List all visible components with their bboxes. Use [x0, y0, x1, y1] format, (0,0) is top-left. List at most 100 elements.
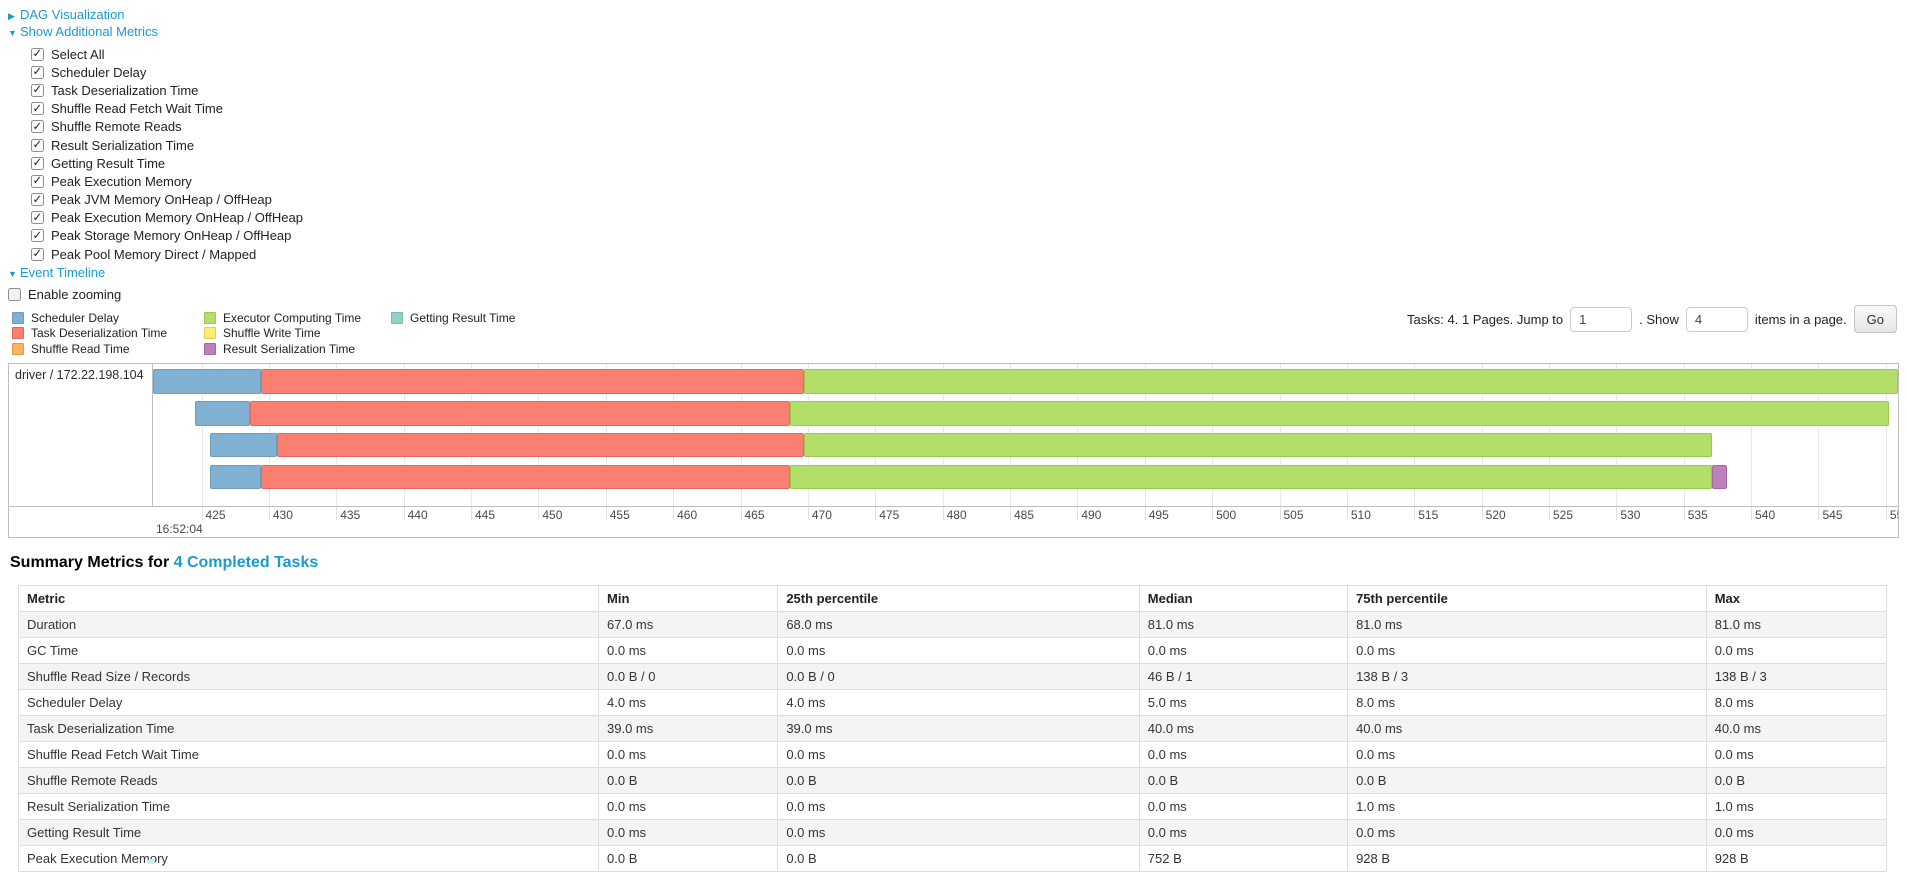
timeline-segment-scheduler_delay[interactable]: [209, 432, 277, 458]
axis-tick-label: 505: [1283, 508, 1304, 523]
legend-label: Result Serialization Time: [223, 341, 356, 356]
timeline-segment-executor_computing[interactable]: [790, 464, 1713, 490]
summary-metrics-table: Metric Min 25th percentile Median 75th perce…: [17, 585, 1888, 872]
timeline-segment-task_deserialization[interactable]: [260, 369, 804, 394]
metric-value-cell: 0.0 B / 0: [598, 663, 779, 691]
axis-tick-mark: [403, 507, 405, 521]
metric-value-cell: 46 B / 1: [1138, 663, 1349, 691]
axis-tick-mark: [605, 507, 607, 521]
metric-value-cell: 0.0 ms: [1347, 819, 1707, 847]
metric-value-cell: 39.0 ms: [777, 715, 1140, 743]
table-header-cell: Max: [1705, 585, 1888, 613]
timeline-segment-result_serialization[interactable]: [1712, 464, 1727, 490]
legend-swatch-scheduler_delay: [12, 311, 24, 324]
metric-value-cell: 40.0 ms: [1347, 715, 1707, 743]
metric-name-cell: Shuffle Read Fetch Wait Time: [17, 741, 600, 769]
timeline-segment-executor_computing[interactable]: [790, 401, 1889, 426]
axis-time-label: 16:52:04: [156, 522, 203, 537]
axis-tick-label: 440: [407, 508, 428, 523]
metric-name-cell: Shuffle Remote Reads: [17, 767, 600, 795]
metric-checkbox[interactable]: [31, 173, 44, 188]
table-header-row: Metric Min 25th percentile Median 75th perce…: [17, 585, 1888, 613]
timeline-segment-executor_computing[interactable]: [803, 432, 1713, 458]
metric-value-cell: 0.0 B: [777, 845, 1140, 872]
axis-tick-mark: [1481, 507, 1483, 521]
metric-checkbox[interactable]: [31, 228, 44, 243]
enable-zooming-checkbox[interactable]: [8, 287, 21, 301]
axis-tick-label: 465: [744, 508, 765, 523]
axis-tick-label: 445: [475, 508, 496, 523]
metric-checkbox[interactable]: [31, 119, 44, 134]
axis-tick-label: 435: [340, 508, 361, 523]
metric-checkbox-label: Peak Pool Memory Direct / Mapped: [51, 246, 257, 262]
metric-checkbox[interactable]: [31, 137, 44, 152]
legend-swatch-shuffle_read: [12, 342, 24, 355]
axis-tick-mark: [1885, 507, 1887, 521]
metric-checkbox-item: Scheduler Delay: [31, 63, 1907, 81]
metric-value-cell: 0.0 ms: [1138, 741, 1349, 769]
metric-checkbox[interactable]: [31, 246, 44, 261]
show-additional-metrics-toggle[interactable]: ▼ Show Additional Metrics: [8, 24, 1907, 41]
legend-column: Getting Result Time: [391, 310, 515, 356]
legend-item: Shuffle Read Time: [12, 341, 204, 356]
axis-tick-label: 535: [1687, 508, 1708, 523]
executor-group-label: driver / 172.22.198.104: [9, 364, 153, 507]
completed-tasks-link[interactable]: 4 Completed Tasks: [173, 554, 319, 572]
metric-value-cell: 4.0 ms: [598, 689, 779, 717]
metric-checkbox-item: Getting Result Time: [31, 154, 1907, 172]
axis-tick-label: 530: [1620, 508, 1641, 523]
metric-value-cell: 0.0 ms: [598, 741, 779, 769]
metric-value-cell: 0.0 B / 0: [777, 663, 1140, 691]
axis-tick-mark: [201, 507, 203, 521]
event-timeline-toggle[interactable]: ▼ Event Timeline: [8, 265, 1907, 282]
axis-tick-mark: [1414, 507, 1416, 521]
timeline-segment-executor_computing[interactable]: [803, 369, 1898, 394]
go-button[interactable]: Go: [1853, 305, 1897, 334]
axis-tick-label: 510: [1350, 508, 1371, 523]
timeline-segment-scheduler_delay[interactable]: [153, 369, 261, 394]
metric-checkbox-label: Peak JVM Memory OnHeap / OffHeap: [51, 192, 272, 208]
timeline-gridline: [1751, 364, 1753, 507]
timeline-segment-task_deserialization[interactable]: [260, 464, 791, 490]
timeline-segment-scheduler_delay[interactable]: [209, 464, 261, 490]
metric-name-cell: Result Serialization Time: [17, 793, 600, 821]
metric-value-cell: 0.0 ms: [777, 819, 1140, 847]
enable-zooming-label: Enable zooming: [28, 286, 122, 302]
metric-value-cell: 928 B: [1347, 845, 1707, 872]
metric-checkbox[interactable]: [31, 210, 44, 225]
metric-value-cell: 0.0 ms: [1347, 637, 1707, 665]
axis-tick-mark: [538, 507, 540, 521]
metric-checkbox-label: Shuffle Remote Reads: [51, 119, 182, 135]
metric-value-cell: 0.0 ms: [1138, 819, 1349, 847]
metric-checkbox[interactable]: [31, 192, 44, 207]
metric-checkbox[interactable]: [31, 64, 44, 79]
metric-value-cell: 81.0 ms: [1347, 611, 1707, 639]
metric-checkbox-item: Shuffle Remote Reads: [31, 118, 1907, 136]
axis-tick-mark: [1683, 507, 1685, 521]
metric-value-cell: 0.0 B: [1347, 767, 1707, 795]
metric-checkbox[interactable]: [31, 155, 44, 170]
table-header-cell: 25th percentile: [777, 585, 1140, 613]
legend-swatch-getting_result: [391, 311, 403, 324]
axis-tick-label: 515: [1418, 508, 1439, 523]
metric-name-cell: Duration: [17, 611, 600, 639]
enable-zooming-row: Enable zooming: [8, 285, 1907, 303]
axis-tick-mark: [740, 507, 742, 521]
axis-tick-label: 550: [1889, 508, 1898, 523]
timeline-segment-task_deserialization[interactable]: [250, 401, 791, 426]
legend-label: Shuffle Write Time: [223, 326, 321, 341]
dag-visualization-toggle[interactable]: ▶ DAG Visualization: [8, 7, 1907, 24]
metric-checkbox-label: Shuffle Read Fetch Wait Time: [51, 101, 223, 117]
timeline-segment-task_deserialization[interactable]: [276, 432, 804, 458]
metric-checkbox[interactable]: [31, 46, 44, 61]
metric-checkbox[interactable]: [31, 101, 44, 116]
legend-label: Executor Computing Time: [223, 310, 362, 325]
axis-tick-label: 480: [946, 508, 967, 523]
timeline-segment-scheduler_delay[interactable]: [194, 401, 250, 426]
metric-value-cell: 0.0 ms: [1705, 741, 1888, 769]
table-row: Task Deserialization Time 39.0 ms 39.0 ms 4…: [17, 715, 1888, 743]
items-per-page-input[interactable]: [1685, 306, 1748, 332]
legend-column: Executor Computing Time Shuffle Write Tim…: [204, 310, 391, 356]
metric-checkbox[interactable]: [31, 82, 44, 97]
jump-to-page-input[interactable]: [1570, 306, 1633, 332]
